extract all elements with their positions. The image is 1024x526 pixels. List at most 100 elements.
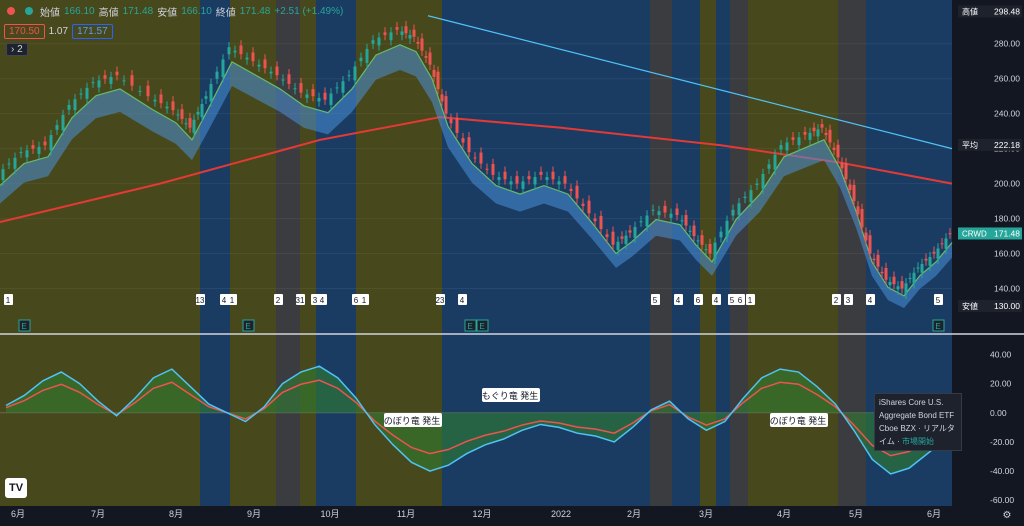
candle-body <box>444 96 448 114</box>
candle-body <box>880 271 884 274</box>
indicator-toggle-button[interactable]: › 2 <box>6 43 28 56</box>
candle-body <box>521 181 525 189</box>
candle-body <box>940 243 944 245</box>
x-tick-label: 9月 <box>247 509 261 519</box>
candle-body <box>79 93 83 95</box>
osc-y-tick-label: 0.00 <box>990 408 1007 418</box>
osc-y-tick-label: 40.00 <box>990 350 1012 360</box>
settings-icon: ⚙ <box>1003 510 1012 521</box>
y-tick-label: 260.00 <box>994 74 1020 84</box>
candle-body <box>257 64 261 67</box>
candle-body <box>844 163 848 180</box>
candle-body <box>341 81 345 93</box>
candle-body <box>876 254 880 267</box>
event-number-box <box>296 294 305 305</box>
candle-body <box>812 127 816 132</box>
event-number: 3 <box>313 296 318 305</box>
indicator-count: 2 <box>17 44 23 55</box>
time-axis-bg <box>0 506 1024 526</box>
candle-body <box>852 184 856 202</box>
candle-body <box>122 80 126 82</box>
event-number-box <box>196 294 205 305</box>
candle-body <box>651 209 655 211</box>
candle-body <box>329 93 333 105</box>
candle-body <box>49 135 53 151</box>
oscillator-slow-line <box>5 365 947 475</box>
annotation-label: のぼり竜 発生 <box>770 415 827 426</box>
earnings-marker <box>18 319 31 332</box>
candle-body <box>539 171 543 175</box>
candle-body <box>479 152 483 164</box>
event-number-box <box>832 294 841 305</box>
candle-body <box>713 242 717 259</box>
candle-body <box>43 141 47 146</box>
price-label-box <box>958 5 1022 18</box>
candle-body <box>383 32 387 35</box>
candle-body <box>696 240 700 242</box>
candle-body <box>467 137 471 153</box>
candle-body <box>97 80 101 88</box>
candle-body <box>55 125 59 130</box>
candle-body <box>221 59 225 77</box>
event-number: 1 <box>362 296 367 305</box>
tradingview-logo-icon[interactable]: TV <box>5 478 27 498</box>
candle-body <box>359 57 363 62</box>
ask-price-button[interactable]: 171.57 <box>72 24 113 39</box>
candle-body <box>731 209 735 216</box>
candle-body <box>884 267 888 280</box>
candle-body <box>432 69 436 77</box>
candle-body <box>251 52 255 62</box>
candle-body <box>61 114 65 131</box>
price-label-value: 222.18 <box>994 140 1020 150</box>
price-axis-bg <box>952 0 1024 526</box>
candle-body <box>808 132 812 140</box>
x-tick-label: 12月 <box>472 509 491 519</box>
candle-body <box>824 132 828 136</box>
candle-body <box>924 258 928 261</box>
candle-body <box>743 196 747 199</box>
x-tick-label: 8月 <box>169 509 183 519</box>
candle-body <box>684 215 688 226</box>
regime-band <box>650 0 672 506</box>
candle-body <box>85 87 89 99</box>
ohlc-header: 始値 166.10 高値 171.48 安値 166.10 終値 171.48 +2.5… <box>4 3 343 19</box>
y-tick-label: 180.00 <box>994 214 1020 224</box>
candle-body <box>263 59 267 69</box>
bid-price-button[interactable]: 170.50 <box>4 24 45 39</box>
candle-body <box>428 52 432 65</box>
candle-body <box>773 154 777 170</box>
popup-exchange: Cboe BZX <box>879 424 916 433</box>
candle-body <box>103 75 107 79</box>
candle-body <box>269 71 273 74</box>
event-number: 6 <box>354 296 359 305</box>
candle-body <box>704 249 708 251</box>
chevron-icon: › <box>11 44 15 55</box>
candle-body <box>785 142 789 151</box>
candle-body <box>436 71 440 90</box>
change-value: +2.51 (+1.49%) <box>274 5 344 17</box>
x-tick-label: 10月 <box>320 509 339 519</box>
candle-body <box>491 163 495 175</box>
candle-body <box>599 215 603 230</box>
event-number: 4 <box>714 296 719 305</box>
price-pane[interactable]: 1 13 4 1 2 31 3 4 6 1 23 4 5 4 6 4 5 6 1 2 3 4 5E E E E E <box>0 15 953 332</box>
event-number: 2 <box>276 296 281 305</box>
candle-body <box>856 206 860 215</box>
regime-band <box>730 0 748 506</box>
candle-body <box>25 150 29 158</box>
candle-body <box>605 234 609 237</box>
event-number-box <box>712 294 721 305</box>
candle-body <box>755 183 759 185</box>
candle-body <box>557 181 561 185</box>
event-number-box <box>866 294 875 305</box>
candle-body <box>692 225 696 237</box>
candle-body <box>932 251 936 254</box>
x-tick-label: 5月 <box>849 509 863 519</box>
candle-body <box>404 26 408 34</box>
annotation-box <box>384 413 442 427</box>
candle-body <box>828 129 832 143</box>
candle-body <box>180 109 184 119</box>
candle-body <box>708 243 712 254</box>
